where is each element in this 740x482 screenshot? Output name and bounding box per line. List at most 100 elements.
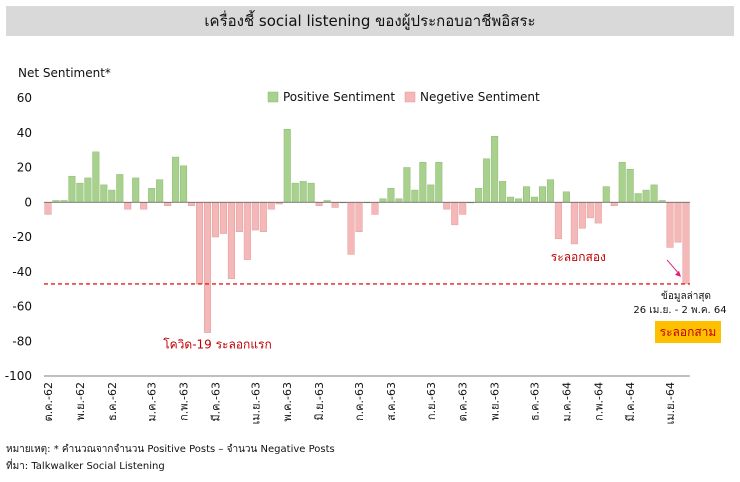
footnote-note: หมายเหตุ: * คำนวณจากจำนวน Positive Posts…: [6, 444, 335, 455]
x-tick-label: มี.ค.-63: [209, 382, 222, 422]
positive-bar: [299, 181, 307, 203]
x-tick-label: ก.พ.-64: [592, 382, 605, 421]
third-wave-label-box: ระลอกสาม: [655, 321, 721, 343]
positive-bar: [172, 156, 180, 203]
x-tick-label: ต.ค.-62: [42, 382, 55, 421]
x-tick-label: ม.ค.-64: [560, 382, 573, 422]
x-tick-label: พ.ค.-63: [281, 382, 294, 422]
positive-bar: [156, 179, 164, 203]
positive-bar: [546, 179, 554, 203]
negative-bar: [203, 202, 212, 333]
negative-bar: [140, 202, 148, 210]
positive-bar: [530, 196, 539, 203]
positive-bar: [642, 189, 650, 203]
y-tick-label: 0: [24, 195, 32, 209]
negative-bar: [355, 202, 363, 233]
positive-bar: [435, 162, 443, 203]
positive-bar: [562, 191, 570, 203]
x-tick-label: ต.ค.-63: [457, 382, 470, 421]
positive-bar: [108, 189, 116, 203]
negative-bar: [347, 202, 355, 255]
x-tick-label: ก.พ.-63: [178, 382, 191, 421]
positive-bar: [403, 167, 411, 203]
positive-bar: [291, 182, 299, 203]
negative-bar: [196, 202, 204, 285]
positive-bar: [626, 168, 634, 203]
positive-bar: [76, 182, 84, 203]
y-tick-label: 40: [17, 126, 32, 140]
negative-bar: [44, 202, 52, 215]
positive-bar: [483, 158, 491, 203]
x-tick-label: พ.ย.-62: [74, 382, 87, 421]
negative-bar: [124, 202, 132, 210]
negative-bar: [243, 202, 251, 260]
legend-swatch-positive: [267, 91, 279, 103]
negative-bar: [188, 202, 196, 206]
negative-bar: [578, 202, 586, 229]
legend-label-positive: Positive Sentiment: [283, 90, 395, 104]
x-tick-label: มี.ค.-64: [624, 382, 637, 422]
positive-bar: [419, 162, 427, 203]
latest-data-label: ข้อมูลล่าสุด: [661, 290, 711, 302]
latest-arrow-head: [675, 270, 682, 277]
positive-bar: [634, 193, 642, 203]
y-tick-label: 20: [17, 161, 32, 175]
legend-label-negative: Negetive Sentiment: [420, 90, 540, 104]
negative-bar: [235, 202, 243, 233]
positive-bar: [116, 174, 124, 203]
first-wave-label: โควิด-19 ระลอกแรก: [163, 338, 272, 352]
negative-bar: [554, 202, 562, 239]
positive-bar: [84, 177, 92, 203]
negative-bar: [259, 202, 267, 233]
negative-bar: [251, 202, 259, 231]
positive-bar: [427, 184, 435, 203]
third-wave-label: ระลอกสาม: [659, 324, 717, 339]
y-tick-label: -100: [5, 369, 32, 383]
positive-bar: [618, 162, 626, 203]
x-tick-label: ก.ค.-63: [353, 382, 366, 421]
x-tick-label: พ.ย.-63: [489, 382, 502, 421]
positive-bar: [522, 186, 531, 203]
y-tick-label: -40: [12, 265, 32, 279]
positive-bar: [538, 186, 546, 203]
y-tick-label: -60: [12, 300, 32, 314]
negative-bar: [610, 202, 618, 206]
positive-bar: [100, 184, 108, 203]
x-tick-label: ธ.ค.-62: [106, 382, 119, 421]
positive-bar: [395, 198, 403, 203]
negative-bar: [666, 202, 674, 248]
positive-bar: [283, 129, 291, 203]
y-axis-title: Net Sentiment*: [18, 66, 111, 80]
negative-bar: [443, 202, 451, 210]
x-tick-label: ส.ค.-63: [385, 382, 398, 421]
negative-bar: [570, 202, 578, 245]
positive-bar: [507, 196, 515, 203]
positive-bar: [650, 184, 658, 203]
latest-data-date: 26 เม.ย. - 2 พ.ค. 64: [633, 305, 726, 316]
negative-bar: [674, 202, 682, 243]
x-tick-label: เม.ย.-63: [249, 382, 262, 424]
negative-bar: [594, 202, 602, 224]
positive-bar: [92, 151, 100, 203]
negative-bar: [219, 202, 227, 234]
footnote-source: ที่มา: Talkwalker Social Listening: [6, 461, 165, 472]
negative-bar: [211, 202, 219, 238]
positive-bar: [307, 182, 315, 203]
y-tick-label: 60: [17, 91, 32, 105]
x-tick-label: ก.ย.-63: [425, 382, 438, 420]
negative-bar: [164, 202, 172, 206]
negative-bar: [315, 202, 323, 206]
positive-bar: [491, 135, 499, 203]
negative-bar: [227, 202, 235, 279]
positive-bar: [379, 198, 387, 203]
negative-bar: [586, 202, 594, 219]
positive-bar: [387, 188, 395, 203]
positive-bar: [499, 181, 507, 203]
positive-bar: [148, 188, 156, 203]
positive-bar: [602, 186, 610, 203]
positive-bar: [475, 188, 483, 203]
chart-title: เครื่องชี้ social listening ของผู้ประกอบ…: [6, 6, 734, 36]
negative-bar: [331, 202, 339, 208]
negative-bar: [267, 202, 275, 210]
